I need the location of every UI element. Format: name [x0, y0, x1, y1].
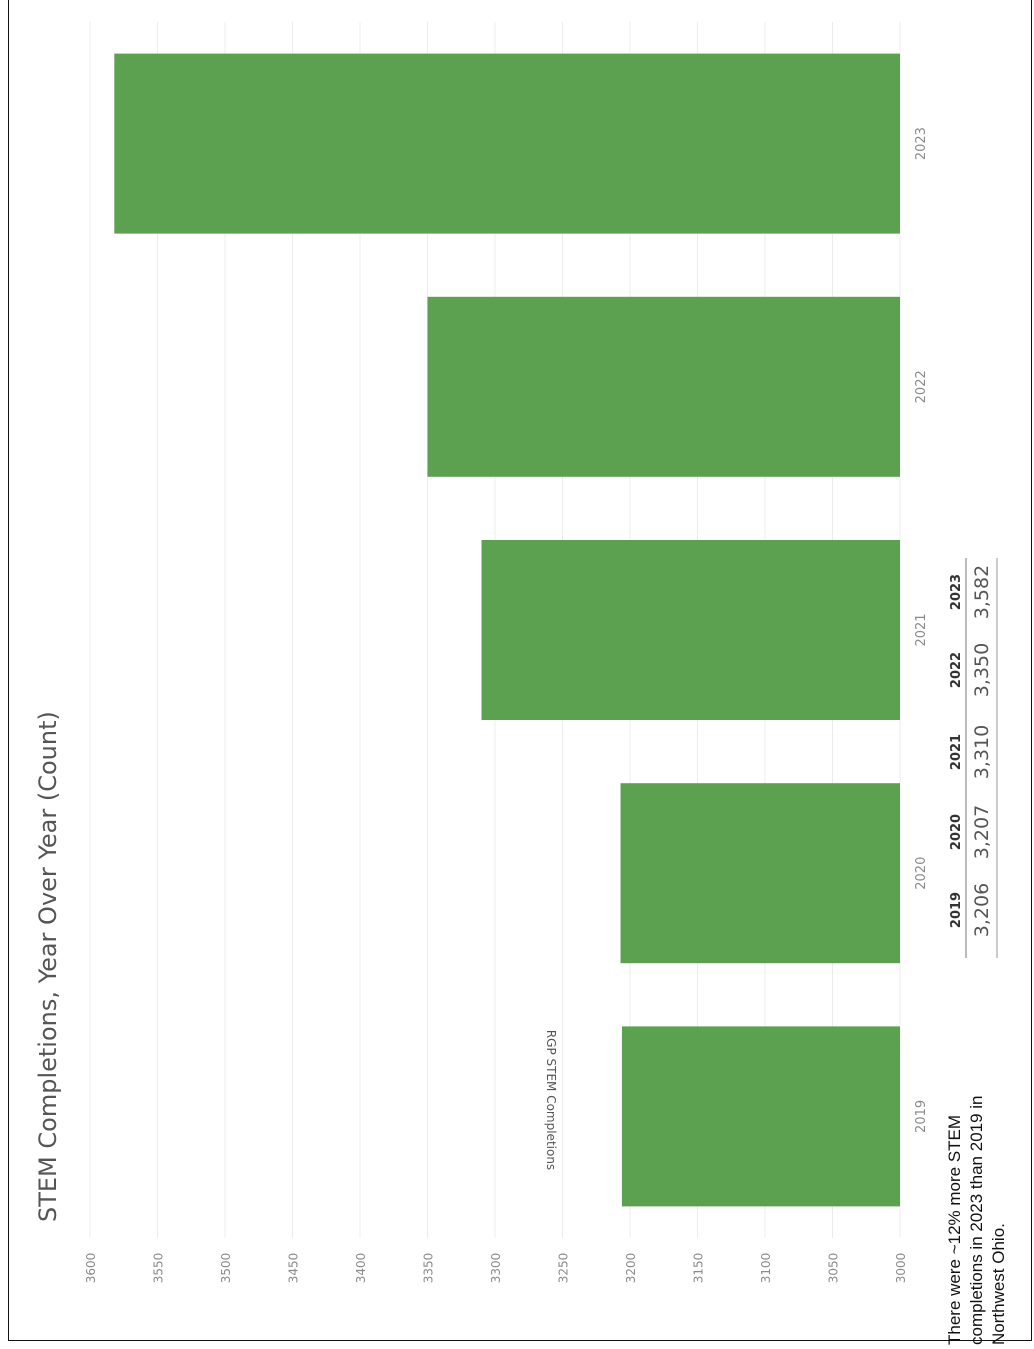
category-label-2019: 2019 — [914, 1100, 929, 1133]
table-value-2022: 3,350 — [971, 643, 993, 697]
annotation-line: completions in 2023 than 2019 in — [967, 1095, 986, 1345]
y-tick-label: 3600 — [84, 1253, 98, 1284]
y-tick-label: 3000 — [894, 1253, 908, 1284]
y-tick-label: 3450 — [287, 1253, 301, 1284]
table-value-2021: 3,310 — [971, 725, 993, 779]
annotation-line: There were ~12% more STEM — [945, 1115, 964, 1345]
table-value-2019: 3,206 — [971, 883, 993, 937]
table-header-2023: 2023 — [949, 574, 964, 610]
y-tick-label: 3400 — [354, 1253, 368, 1284]
y-tick-label: 3150 — [692, 1253, 706, 1284]
bar-2023 — [114, 53, 901, 234]
bar-2021 — [481, 540, 900, 720]
category-label-2021: 2021 — [914, 613, 929, 646]
chart-frame — [8, 0, 1032, 1341]
summary-table: 2019 3,206 2020 3,207 2021 3,310 2022 3,350 2023… — [949, 558, 998, 958]
annotation-line: Northwest Ohio. — [989, 1223, 1008, 1345]
y-tick-label: 3350 — [422, 1253, 436, 1284]
y-tick-label: 3250 — [557, 1253, 571, 1284]
table-header-2022: 2022 — [949, 652, 964, 688]
y-tick-label: 3300 — [489, 1253, 503, 1284]
category-label-2023: 2023 — [914, 127, 929, 160]
bar-2019 — [621, 1026, 900, 1207]
table-value-2023: 3,582 — [971, 565, 993, 619]
y-axis-ticks: 3000 3050 3100 3150 3200 3250 3300 3350 3400 3450… — [84, 1253, 908, 1284]
bars — [114, 53, 901, 1207]
category-label-2022: 2022 — [914, 370, 929, 403]
table-header-2019: 2019 — [949, 892, 964, 928]
y-tick-label: 3100 — [759, 1253, 773, 1284]
y-tick-label: 3200 — [624, 1253, 638, 1284]
y-axis-label: RGP STEM Completions — [544, 1030, 558, 1170]
table-header-2020: 2020 — [949, 814, 964, 850]
category-label-2020: 2020 — [914, 857, 929, 890]
chart-title: STEM Completions, Year Over Year (Count) — [34, 711, 62, 1222]
x-axis-categories: 2019 2020 2021 2022 2023 — [914, 127, 929, 1133]
y-tick-label: 3500 — [219, 1253, 233, 1284]
y-tick-label: 3050 — [827, 1253, 841, 1284]
bar-2020 — [620, 783, 900, 964]
table-header-2021: 2021 — [949, 734, 964, 770]
bar-2022 — [427, 296, 900, 477]
table-value-2020: 3,207 — [971, 805, 993, 859]
annotation-note: There were ~12% more STEM completions in … — [945, 1095, 1008, 1345]
y-tick-label: 3550 — [152, 1253, 166, 1284]
